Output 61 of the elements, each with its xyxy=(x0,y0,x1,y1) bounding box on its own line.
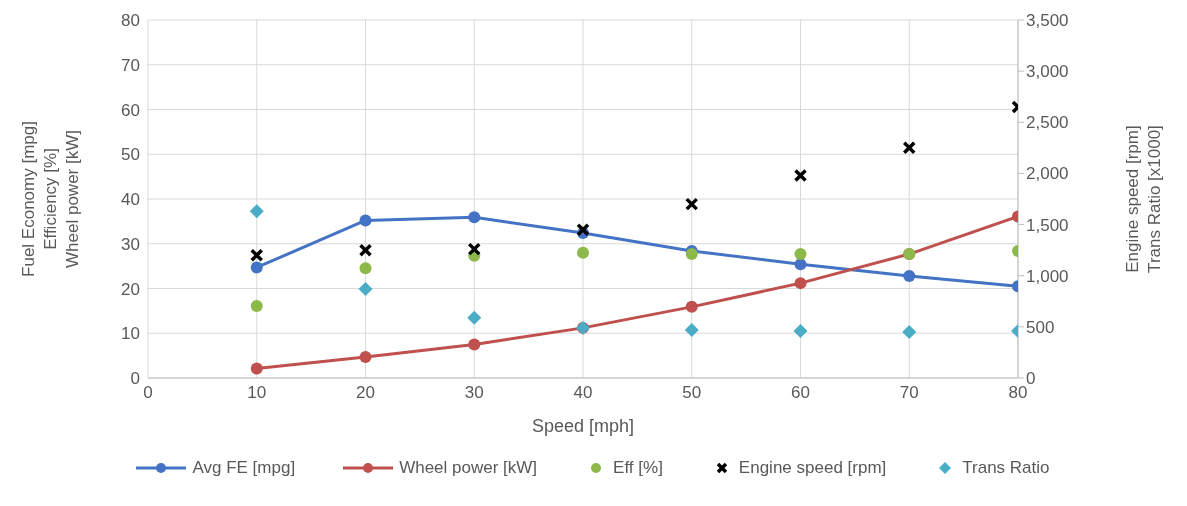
point xyxy=(468,338,481,351)
y-axis-title: Fuel Economy [mpg] Efficiency [%] Wheel power [kW] xyxy=(19,121,82,277)
x-tick-label: 70 xyxy=(899,383,919,403)
point xyxy=(250,362,263,375)
x-tick-label: 60 xyxy=(791,383,810,403)
point xyxy=(358,282,373,297)
y2-tick-label: 500 xyxy=(1026,317,1055,337)
y2-tick-label: 0 xyxy=(1026,369,1036,389)
point xyxy=(250,299,263,312)
y-tick-label: 0 xyxy=(130,369,140,389)
point xyxy=(249,204,264,219)
y-tick-label: 70 xyxy=(121,55,140,75)
point xyxy=(576,222,590,237)
x-tick-label: 30 xyxy=(464,383,484,403)
point xyxy=(903,269,916,282)
legend-label: Wheel power [kW] xyxy=(399,458,538,478)
y-tick-label: 30 xyxy=(121,234,140,254)
point xyxy=(684,322,699,337)
y2-tick-label: 3,000 xyxy=(1026,62,1069,82)
point xyxy=(250,248,264,263)
y2-tick-label: 2,000 xyxy=(1026,164,1069,184)
y2-tick-label: 1,500 xyxy=(1026,215,1069,235)
point xyxy=(358,243,373,257)
point xyxy=(685,300,698,313)
legend-label: Eff [%] xyxy=(613,458,663,478)
y2-axis-title: Engine speed [rpm] Trans Ratio [x1000] xyxy=(1123,125,1164,273)
x-tick-label: 10 xyxy=(247,383,267,403)
y2-tick-label: 3,500 xyxy=(1026,11,1069,31)
x-tick-label: 20 xyxy=(356,383,375,403)
x-axis-title: Speed [mph] xyxy=(531,416,635,436)
x-tick-label: 50 xyxy=(682,383,702,403)
point xyxy=(577,246,589,259)
x-tick-label: 0 xyxy=(143,383,153,403)
legend-label: Trans Ratio xyxy=(962,458,1050,478)
legend-label: Engine speed [rpm] xyxy=(738,458,887,478)
point xyxy=(359,214,372,227)
point xyxy=(793,168,808,183)
legend-label: Avg FE [mpg] xyxy=(192,458,296,478)
y-tick-label: 60 xyxy=(121,100,140,120)
point xyxy=(250,261,263,274)
y-tick-label: 80 xyxy=(121,11,140,31)
y2-tick-label: 2,500 xyxy=(1026,113,1069,133)
point xyxy=(902,324,917,339)
y-tick-label: 50 xyxy=(121,145,140,165)
point xyxy=(902,141,916,155)
point xyxy=(794,248,807,261)
y2-tick-label: 1,000 xyxy=(1026,266,1069,286)
x-tick-label: 40 xyxy=(573,383,593,403)
point xyxy=(793,323,808,338)
y-tick-label: 10 xyxy=(121,324,140,344)
point xyxy=(685,197,699,211)
x-tick-label: 80 xyxy=(1008,383,1028,403)
point xyxy=(467,242,481,256)
point xyxy=(468,211,481,224)
point xyxy=(685,248,698,261)
point xyxy=(794,277,807,290)
point xyxy=(467,310,482,325)
y-tick-label: 40 xyxy=(121,190,140,210)
y-tick-label: 20 xyxy=(121,279,140,299)
point xyxy=(359,262,372,275)
point xyxy=(359,350,372,363)
